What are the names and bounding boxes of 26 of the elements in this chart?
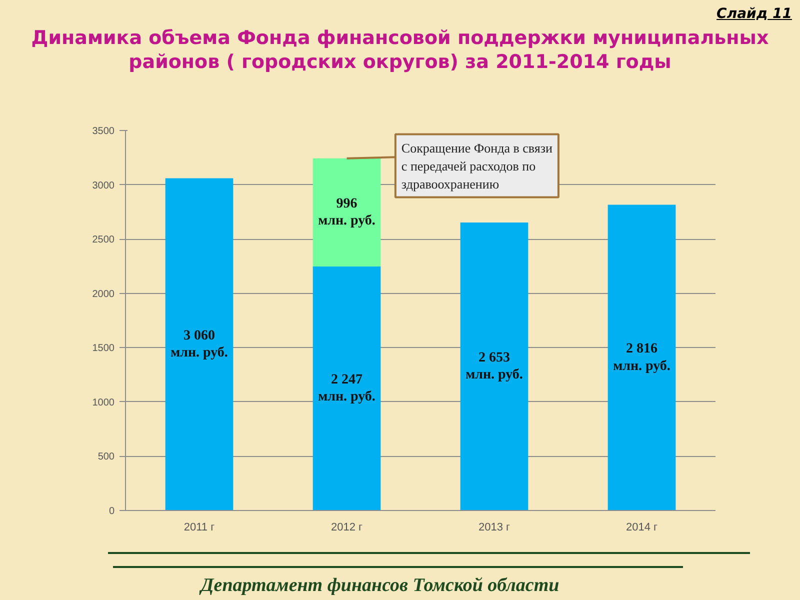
x-tick-label: 2013 г [478, 522, 510, 534]
data-label: 2 816 млн. руб. [613, 342, 670, 374]
annotation: Сокращение Фонда в связи с передачей расходов по здравоохранению [401, 140, 552, 192]
data-label: 3 060 млн. руб. [170, 328, 228, 361]
x-tick-label: 2011 г [184, 522, 215, 534]
y-tick-label: 500 [98, 452, 115, 463]
data-label: 996 млн. руб. [318, 196, 376, 229]
bar [460, 222, 528, 510]
y-tick-label: 3000 [92, 180, 115, 192]
bar [608, 204, 676, 510]
y-tick-label: 1500 [92, 343, 115, 354]
x-tick-label: 2012 г [330, 522, 363, 534]
bar [165, 178, 234, 510]
y-tick-label: 1000 [92, 397, 115, 408]
text: Слайд 11 [716, 5, 792, 24]
x-tick-label: 2014 г [626, 522, 658, 534]
y-tick-label: 3500 [92, 126, 115, 137]
bar [312, 158, 381, 267]
bar [312, 266, 381, 510]
data-label: 2 247 млн. руб. [318, 372, 376, 405]
data-label: 2 653 млн. руб. [466, 350, 523, 383]
y-tick-label: 2000 [92, 288, 115, 300]
chart-title: Динамика объема Фонда финансовой поддержки муниципальных районов ( городских округов) за 2011-2014 годы [30, 26, 770, 74]
text: Департамент финансов Томской области [198, 574, 560, 598]
y-tick-label: 2500 [92, 234, 115, 246]
y-tick-label: 0 [108, 506, 115, 517]
